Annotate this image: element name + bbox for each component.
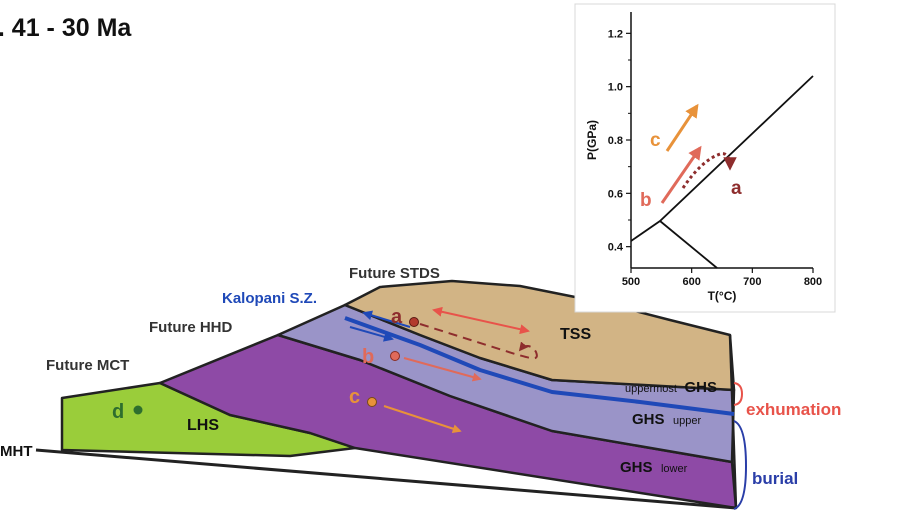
pt-x-ticks: 500 600 700 800 (622, 268, 822, 288)
tss-label: TSS (560, 326, 591, 343)
burial-label: burial (752, 469, 798, 488)
future-hhd-label: Future HHD (149, 319, 232, 336)
pt-y-tick-label: 1.2 (608, 28, 623, 40)
ghs-upper-main: GHS (632, 411, 665, 428)
point-c-marker (367, 397, 377, 407)
point-b-marker (390, 351, 400, 361)
future-stds-label: Future STDS (349, 265, 440, 282)
pt-y-tick-label: 0.4 (608, 242, 624, 254)
pt-x-tick-label: 500 (622, 276, 640, 288)
mht-line (35, 448, 737, 510)
mht-label: MHT (0, 443, 33, 460)
point-b-label: b (362, 346, 374, 368)
ghs-lower-label: GHS lower (620, 459, 688, 476)
pt-x-axis-label: T(°C) (708, 289, 737, 303)
kalopani-arrow-down (349, 326, 394, 342)
future-mct-label: Future MCT (46, 357, 129, 374)
ghs-upper-label: GHS upper (632, 411, 701, 428)
ghs-lower-main: GHS (620, 459, 653, 476)
ghs-uppermost-label: uppermost GHS (625, 379, 717, 396)
stds-double-arrow (432, 306, 530, 335)
pt-path-a-label: a (731, 178, 742, 199)
point-d-label: d (112, 401, 124, 423)
pt-y-tick-label: 0.6 (608, 188, 623, 200)
kalopani-arrow-up (362, 310, 411, 328)
ghs-lower-sub: lower (661, 463, 688, 475)
pt-inset: 0.4 0.6 0.8 1.0 1.2 500 600 700 800 c b a T(°C)… (574, 3, 836, 313)
pt-path-b-label: b (640, 190, 652, 211)
pt-plot-area (631, 12, 813, 268)
point-c-arrow (383, 405, 462, 434)
pt-y-tick-label: 1.0 (608, 82, 623, 94)
section-right-edge (728, 334, 738, 509)
point-a-label: a (391, 306, 403, 328)
exhumation-bracket (733, 382, 744, 406)
ghs-upper-sub: upper (673, 415, 701, 427)
pt-y-tick-label: 0.8 (608, 135, 623, 147)
point-a-path (419, 323, 538, 360)
pt-boundary-lower (659, 220, 718, 269)
pt-path-c (665, 103, 699, 152)
pt-x-tick-label: 700 (743, 276, 761, 288)
point-b-arrow (403, 357, 482, 382)
point-d-marker (133, 405, 143, 415)
pt-x-tick-label: 800 (804, 276, 822, 288)
kalopani-shear-zone (344, 316, 735, 416)
point-a-marker (409, 317, 419, 327)
lhs-label: LHS (187, 417, 219, 434)
pt-y-ticks: 0.4 0.6 0.8 1.0 1.2 (608, 28, 631, 254)
exhumation-label: exhumation (746, 400, 841, 419)
ghs-uppermost-main: GHS (684, 379, 717, 396)
ghs-uppermost-prefix: uppermost (625, 383, 677, 395)
pt-x-tick-label: 600 (682, 276, 700, 288)
page-title: c. 41 - 30 Ma (0, 14, 132, 42)
pt-path-c-label: c (650, 130, 661, 151)
pt-path-b (660, 145, 702, 204)
kalopani-sz-label: Kalopani S.Z. (222, 290, 317, 307)
burial-bracket (733, 420, 748, 510)
pt-y-axis-label: P(GPa) (585, 120, 599, 160)
point-c-label: c (349, 386, 360, 408)
